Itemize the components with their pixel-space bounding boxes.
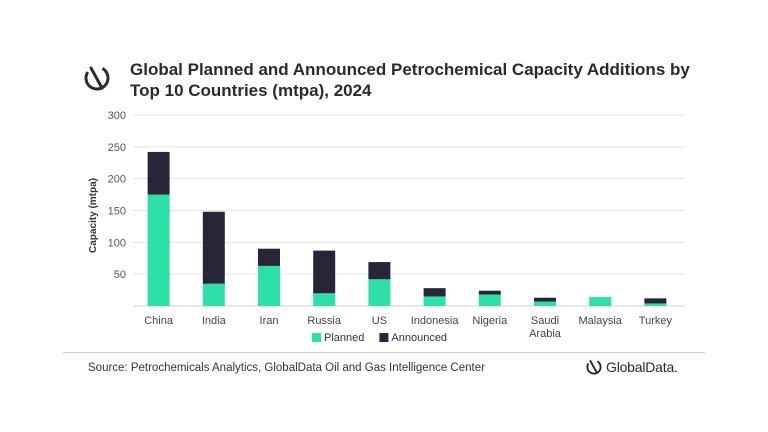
- bar-announced: [258, 248, 280, 266]
- legend-label: Planned: [324, 332, 364, 344]
- x-tick-label: Arabia: [529, 328, 562, 340]
- legend-label: Announced: [391, 332, 447, 344]
- x-tick-label: Nigeria: [472, 315, 508, 327]
- bar-planned: [534, 301, 556, 306]
- bar-planned: [478, 294, 501, 306]
- y-tick-label: 250: [108, 142, 126, 154]
- x-tick-label: China: [144, 315, 174, 327]
- globaldata-brand-icon: [586, 359, 602, 375]
- y-tick-label: 150: [108, 206, 126, 218]
- y-tick-label: 300: [108, 110, 126, 122]
- y-tick-label: 50: [114, 269, 126, 281]
- bar-announced: [478, 290, 501, 295]
- bar-announced: [423, 288, 446, 297]
- bar-planned: [589, 297, 612, 306]
- brand-logo: GlobalData.: [585, 358, 678, 376]
- y-tick-label: 200: [108, 174, 126, 186]
- bar-planned: [368, 279, 391, 306]
- footer-divider: [63, 352, 705, 353]
- bar-announced: [147, 151, 170, 195]
- x-tick-label: India: [202, 315, 227, 327]
- y-axis-label: Capacity (mtpa): [88, 178, 99, 253]
- legend-swatch-planned: [312, 333, 321, 342]
- x-tick-label: Indonesia: [411, 315, 460, 327]
- stacked-bar-chart: 50 100 150 200 250 300 Capacity (mtpa) China Ind…: [88, 110, 685, 344]
- bar-announced: [368, 262, 391, 280]
- bar-announced: [313, 250, 336, 294]
- bar-planned: [313, 293, 336, 306]
- legend-swatch-announced: [379, 333, 389, 342]
- brand-name: GlobalData.: [606, 359, 678, 375]
- x-tick-label: Saudi: [531, 315, 559, 327]
- bar-announced: [534, 297, 556, 302]
- chart-title: Global Planned and Announced Petrochemic…: [130, 60, 690, 100]
- x-tick-label: Iran: [260, 315, 279, 327]
- x-tick-label: Russia: [307, 315, 342, 327]
- source-note: Source: Petrochemicals Analytics, Global…: [88, 362, 485, 374]
- x-tick-label: Turkey: [639, 315, 673, 327]
- globaldata-logo-icon: [84, 65, 110, 91]
- bar-planned: [258, 265, 280, 306]
- bar-announced: [644, 298, 667, 304]
- bar-announced: [202, 211, 225, 284]
- y-tick-label: 100: [108, 237, 126, 249]
- bar-planned: [202, 283, 225, 306]
- bar-planned: [644, 303, 667, 306]
- x-tick-label: Malaysia: [578, 315, 622, 327]
- bar-planned: [147, 194, 170, 306]
- x-tick-label: US: [372, 315, 387, 327]
- bar-planned: [423, 296, 446, 306]
